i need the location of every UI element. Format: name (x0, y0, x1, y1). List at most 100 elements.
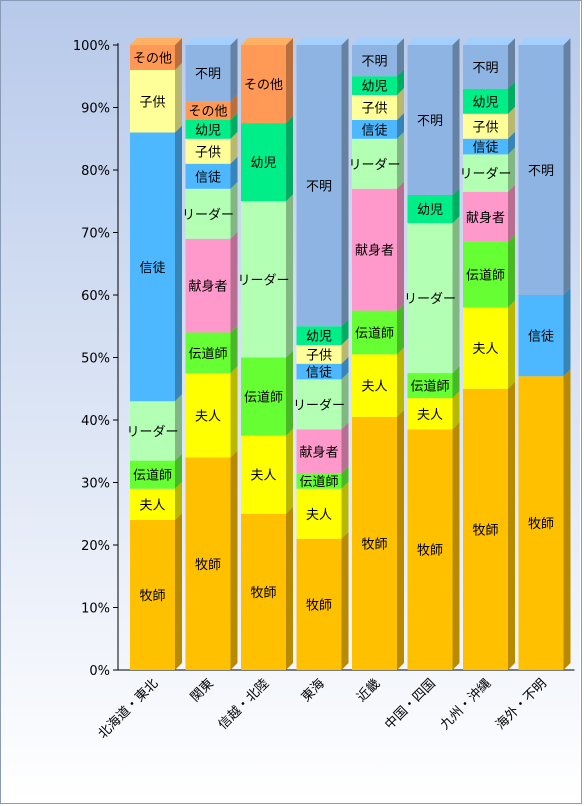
bar-segment-side (397, 347, 404, 417)
bar-segment (463, 388, 508, 670)
bar-segment (463, 88, 508, 114)
bar-segment-side (230, 450, 238, 670)
segment-label: 夫人 (417, 408, 443, 423)
bar-segment (130, 401, 175, 461)
segment-label: 牧師 (306, 598, 332, 613)
bar-segment (352, 354, 397, 417)
bar-segment-side (397, 303, 404, 355)
segment-label: 献身者 (188, 279, 227, 295)
bar-segment (352, 416, 397, 670)
bar-segment-side (452, 422, 460, 670)
y-tick-label: 70% (81, 227, 110, 242)
segment-label: 夫人 (361, 380, 387, 395)
bar-segment-side (508, 184, 515, 242)
segment-label: 牧師 (195, 558, 221, 573)
bar-segment-side (286, 350, 293, 436)
bar-segment-side (175, 38, 182, 70)
bar-segment (407, 45, 453, 195)
y-tick-label: 30% (81, 477, 110, 492)
bar-segment-side (452, 366, 460, 399)
segment-label: 不明 (195, 67, 221, 82)
bar-stack (130, 38, 182, 670)
segment-label: 献身者 (466, 210, 505, 226)
bar-segment-side (508, 38, 515, 89)
bar-segment (463, 307, 508, 389)
bar-top-face (518, 38, 571, 45)
segment-label: 幼児 (361, 80, 387, 95)
segment-label: 夫人 (250, 469, 276, 484)
segment-label: 献身者 (299, 444, 338, 460)
bar-segment (463, 138, 508, 155)
segment-label: 幼児 (472, 95, 498, 110)
bar-segment-side (286, 194, 293, 358)
bar-top-face (130, 38, 182, 45)
segment-label: その他 (133, 52, 172, 67)
bar-segment (463, 45, 508, 89)
segment-label: 幼児 (250, 156, 276, 171)
bar-segment-side (341, 481, 349, 539)
segment-label: 子供 (472, 120, 498, 135)
bar-segment (185, 138, 231, 164)
bar-segment-side (452, 188, 460, 224)
bar-segment (463, 191, 508, 242)
bar-segment (296, 363, 342, 380)
bar-segment-side (230, 113, 238, 139)
segment-label: 不明 (528, 164, 554, 179)
bar-segment (463, 241, 508, 308)
bar-segment-side (397, 409, 404, 670)
bar-segment-side (508, 81, 515, 114)
segment-label: 伝道師 (466, 269, 505, 284)
bar-segment (296, 379, 342, 430)
bar-segment-side (175, 481, 182, 520)
bar-segment (352, 45, 397, 77)
bar-segment-side (341, 356, 349, 380)
bar-stack (185, 38, 238, 670)
segment-label: 牧師 (250, 586, 276, 601)
bar-segment (185, 188, 231, 239)
segment-label: 子供 (306, 348, 332, 363)
bar-segment-side (341, 338, 349, 364)
segment-label: 夫人 (195, 409, 221, 424)
bar-segment-side (508, 381, 515, 670)
bar-segment (296, 473, 342, 489)
bar-segment-side (508, 300, 515, 389)
bar-segment (463, 154, 508, 192)
segment-label: その他 (244, 78, 283, 93)
segment-label: 幼児 (306, 330, 332, 345)
bar-segment-side (230, 231, 238, 333)
bar-segment (407, 398, 453, 430)
bar-segment-side (341, 372, 349, 430)
bar-segment (518, 295, 564, 377)
bar-top-face (185, 38, 238, 45)
bar-segment-side (230, 94, 238, 120)
bar-segment (185, 163, 231, 189)
bar-segment (185, 101, 231, 120)
segment-label: 信徒 (306, 366, 332, 381)
bar-segment-side (175, 125, 182, 402)
bar-segment (296, 45, 342, 327)
segment-label: 牧師 (139, 589, 165, 604)
segment-label: 信徒 (139, 261, 165, 276)
bar-stack (518, 38, 571, 670)
bar-segment-side (341, 531, 349, 670)
bar-top-face (352, 38, 404, 45)
segment-label: 子供 (361, 102, 387, 117)
bar-segment-side (508, 131, 515, 155)
segment-label: リーダー (459, 167, 511, 182)
y-tick-label: 100% (73, 39, 110, 54)
segment-label: 信徒 (528, 330, 554, 345)
bar-segment (518, 376, 564, 670)
bar-segment (407, 429, 453, 670)
segment-label: 夫人 (139, 498, 165, 513)
segment-label: 伝道師 (299, 475, 338, 490)
bar-segment (130, 520, 175, 670)
bar-segment (130, 45, 175, 70)
segment-label: 幼児 (417, 203, 443, 218)
y-tick-label: 60% (81, 289, 110, 304)
bars-layer (130, 38, 571, 670)
bar-segment-side (397, 88, 404, 120)
segment-label: リーダー (126, 425, 178, 440)
segment-label: 子供 (195, 145, 221, 160)
bar-segment (130, 132, 175, 402)
bar-segment-side (508, 234, 515, 308)
